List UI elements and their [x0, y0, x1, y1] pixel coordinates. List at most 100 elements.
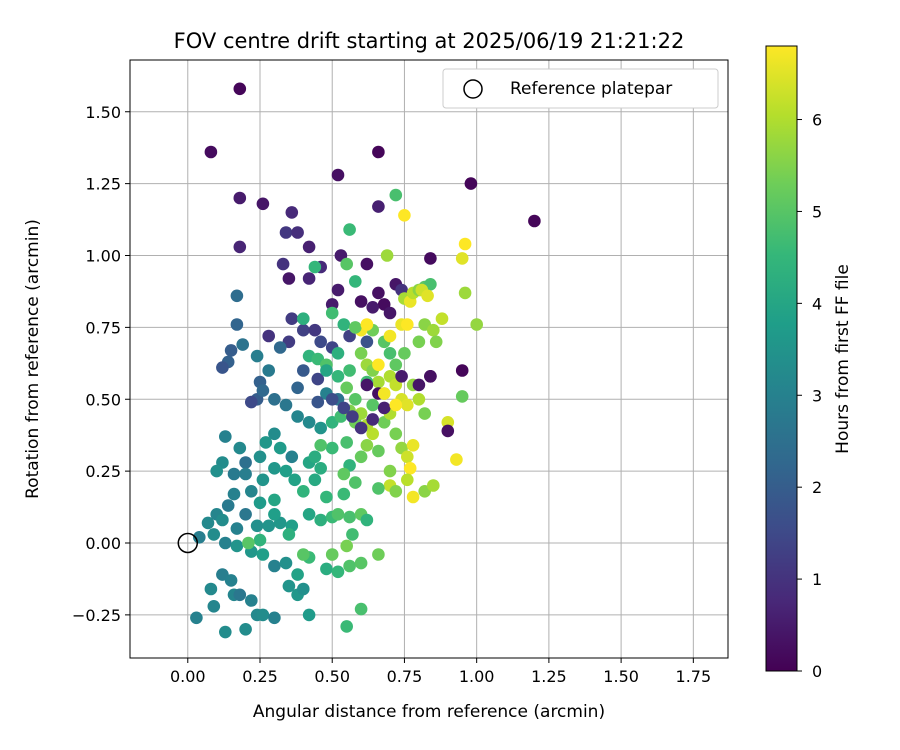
legend: Reference platepar — [442, 68, 719, 109]
data-point — [224, 344, 238, 357]
x-tick-label: 1.75 — [676, 667, 712, 686]
data-point — [314, 439, 328, 452]
data-point — [372, 375, 385, 389]
x-tick-label: 0.00 — [170, 667, 206, 686]
data-point — [406, 490, 420, 504]
colorbar-tick-label: 2 — [812, 478, 822, 497]
data-point — [233, 240, 247, 254]
data-point — [383, 306, 397, 320]
data-point — [470, 318, 484, 331]
data-point — [331, 347, 345, 360]
data-point — [268, 611, 281, 625]
data-point — [279, 556, 293, 570]
data-point — [346, 410, 359, 423]
x-axis-ticks: 0.00 0.25 0.50 0.75 1.00 1.25 1.50 1.75 — [170, 658, 711, 686]
data-point — [340, 257, 354, 271]
data-point — [219, 430, 232, 443]
data-point — [383, 464, 397, 478]
data-point — [233, 82, 247, 96]
data-point — [253, 533, 267, 547]
data-point — [279, 464, 293, 478]
data-point — [325, 548, 339, 561]
data-point — [314, 513, 328, 527]
colorbar-tick-label: 3 — [812, 386, 822, 405]
data-point — [201, 516, 215, 530]
data-point — [343, 559, 356, 573]
data-point — [340, 620, 354, 633]
data-point — [337, 467, 351, 481]
data-point — [227, 487, 241, 501]
data-point — [401, 398, 414, 412]
legend-box — [442, 68, 719, 109]
data-point — [424, 370, 437, 383]
y-tick-label: −0.25 — [72, 606, 121, 625]
data-point — [297, 364, 310, 377]
data-point — [401, 318, 414, 331]
data-point — [285, 450, 299, 464]
data-point — [418, 407, 432, 420]
data-point — [354, 450, 368, 464]
colorbar-tick-label: 6 — [812, 111, 822, 130]
data-point — [297, 323, 310, 337]
data-point — [427, 323, 440, 337]
data-point — [320, 490, 333, 504]
data-point — [395, 370, 408, 383]
data-point — [343, 223, 356, 236]
data-point — [331, 370, 345, 383]
x-tick-label: 1.00 — [459, 667, 495, 686]
data-point — [302, 272, 316, 285]
data-point — [279, 226, 293, 239]
data-point — [455, 364, 469, 377]
data-point — [221, 499, 235, 512]
data-point — [401, 450, 414, 464]
data-point — [268, 427, 281, 441]
data-point — [412, 393, 426, 406]
data-point — [285, 206, 299, 219]
data-point — [331, 508, 345, 521]
data-point — [285, 312, 299, 326]
data-point — [354, 347, 368, 360]
data-point — [424, 252, 437, 265]
data-point — [291, 226, 304, 239]
data-point — [308, 323, 322, 337]
data-point — [360, 513, 374, 527]
data-point — [256, 548, 270, 561]
data-point — [360, 257, 374, 271]
data-point — [343, 510, 356, 524]
grid-lines — [130, 60, 728, 658]
colorbar-ticks: 0 1 2 3 4 5 6 — [797, 111, 822, 681]
colorbar-tick-label: 1 — [812, 570, 822, 589]
data-point — [291, 410, 304, 423]
data-point — [331, 168, 345, 182]
y-tick-label: 0.75 — [85, 318, 121, 337]
data-point — [325, 393, 339, 406]
data-point — [412, 335, 426, 349]
data-point — [389, 427, 403, 441]
colorbar — [765, 45, 798, 672]
data-point — [360, 335, 374, 349]
data-point — [193, 531, 206, 544]
data-point — [268, 493, 281, 507]
data-point — [360, 378, 374, 392]
data-point — [219, 625, 232, 639]
data-point — [282, 579, 296, 593]
data-point — [297, 485, 310, 498]
data-point — [455, 390, 469, 403]
data-point — [372, 145, 385, 159]
data-point — [455, 252, 469, 265]
data-point — [349, 393, 362, 406]
data-point — [528, 214, 541, 228]
data-point — [291, 381, 304, 395]
data-point — [372, 200, 385, 213]
data-point — [253, 496, 267, 510]
data-point — [262, 364, 276, 377]
data-point — [250, 349, 264, 363]
data-point — [273, 441, 287, 455]
data-point — [308, 260, 322, 274]
y-tick-label: 0.00 — [85, 534, 121, 553]
data-point — [239, 623, 252, 636]
data-point — [464, 177, 478, 190]
data-point — [377, 401, 391, 415]
data-point — [224, 574, 238, 587]
legend-marker-reference — [463, 79, 483, 99]
